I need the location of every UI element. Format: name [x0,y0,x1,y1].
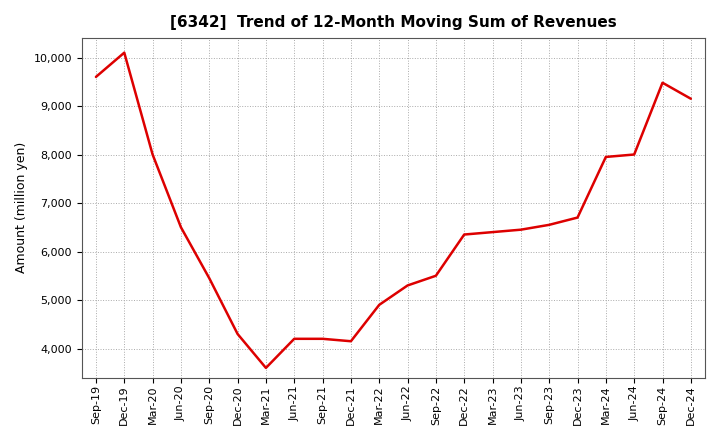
Title: [6342]  Trend of 12-Month Moving Sum of Revenues: [6342] Trend of 12-Month Moving Sum of R… [170,15,617,30]
Y-axis label: Amount (million yen): Amount (million yen) [15,142,28,274]
